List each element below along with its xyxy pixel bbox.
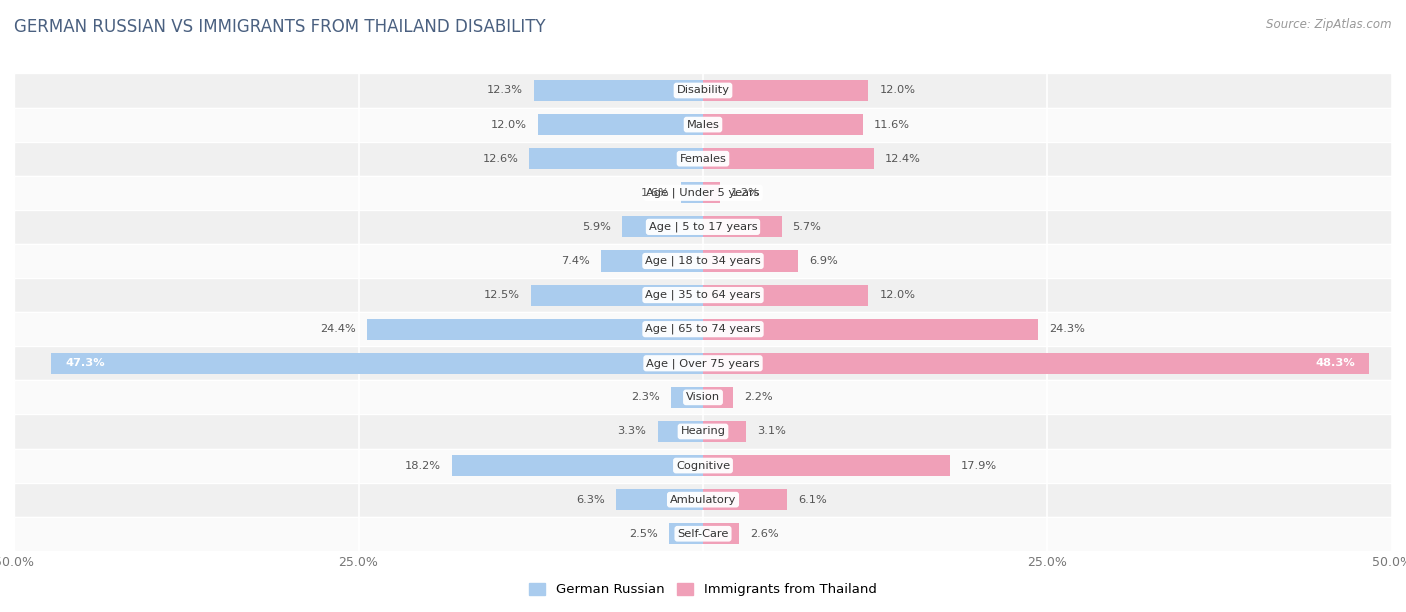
Text: 2.6%: 2.6% bbox=[749, 529, 779, 539]
Bar bbox=[14, 108, 1392, 141]
Bar bbox=[14, 414, 1392, 449]
Bar bbox=[14, 449, 1392, 483]
Bar bbox=[703, 455, 949, 476]
Bar bbox=[616, 489, 703, 510]
Text: 5.9%: 5.9% bbox=[582, 222, 610, 232]
Bar bbox=[703, 353, 1368, 374]
Text: 12.3%: 12.3% bbox=[486, 86, 523, 95]
Bar bbox=[14, 141, 1392, 176]
Text: 24.4%: 24.4% bbox=[321, 324, 356, 334]
Text: 18.2%: 18.2% bbox=[405, 461, 441, 471]
Bar bbox=[530, 148, 703, 170]
Bar bbox=[681, 182, 703, 203]
Text: 47.3%: 47.3% bbox=[65, 358, 104, 368]
Text: 3.3%: 3.3% bbox=[617, 427, 647, 436]
Bar bbox=[669, 523, 703, 544]
Bar bbox=[703, 421, 745, 442]
Text: Disability: Disability bbox=[676, 86, 730, 95]
Bar bbox=[703, 216, 782, 237]
Legend: German Russian, Immigrants from Thailand: German Russian, Immigrants from Thailand bbox=[524, 578, 882, 602]
Text: 2.3%: 2.3% bbox=[631, 392, 661, 402]
Bar bbox=[703, 114, 863, 135]
Bar bbox=[531, 285, 703, 305]
Bar bbox=[600, 250, 703, 272]
Bar bbox=[14, 380, 1392, 414]
Text: 24.3%: 24.3% bbox=[1049, 324, 1084, 334]
Text: 3.1%: 3.1% bbox=[756, 427, 786, 436]
Bar bbox=[703, 182, 720, 203]
Bar bbox=[51, 353, 703, 374]
Text: Vision: Vision bbox=[686, 392, 720, 402]
Text: 12.6%: 12.6% bbox=[482, 154, 519, 163]
Bar bbox=[703, 319, 1038, 340]
Text: 12.0%: 12.0% bbox=[879, 290, 915, 300]
Bar bbox=[703, 523, 738, 544]
Text: Cognitive: Cognitive bbox=[676, 461, 730, 471]
Text: 17.9%: 17.9% bbox=[960, 461, 997, 471]
Bar bbox=[703, 80, 869, 101]
Bar bbox=[703, 148, 875, 170]
Text: 11.6%: 11.6% bbox=[875, 119, 910, 130]
Text: 7.4%: 7.4% bbox=[561, 256, 591, 266]
Bar bbox=[367, 319, 703, 340]
Bar bbox=[14, 346, 1392, 380]
Bar bbox=[453, 455, 703, 476]
Bar bbox=[533, 80, 703, 101]
Text: 2.5%: 2.5% bbox=[628, 529, 658, 539]
Bar bbox=[14, 176, 1392, 210]
Text: Age | 18 to 34 years: Age | 18 to 34 years bbox=[645, 256, 761, 266]
Text: 5.7%: 5.7% bbox=[793, 222, 821, 232]
Bar bbox=[14, 312, 1392, 346]
Text: Self-Care: Self-Care bbox=[678, 529, 728, 539]
Bar bbox=[14, 244, 1392, 278]
Bar bbox=[658, 421, 703, 442]
Bar bbox=[703, 250, 799, 272]
Text: 1.2%: 1.2% bbox=[731, 188, 759, 198]
Text: 12.5%: 12.5% bbox=[484, 290, 520, 300]
Bar bbox=[14, 73, 1392, 108]
Text: 12.0%: 12.0% bbox=[491, 119, 527, 130]
Text: GERMAN RUSSIAN VS IMMIGRANTS FROM THAILAND DISABILITY: GERMAN RUSSIAN VS IMMIGRANTS FROM THAILA… bbox=[14, 18, 546, 36]
Bar bbox=[703, 387, 734, 408]
Text: Females: Females bbox=[679, 154, 727, 163]
Text: Males: Males bbox=[686, 119, 720, 130]
Text: 6.3%: 6.3% bbox=[576, 494, 605, 505]
Text: Ambulatory: Ambulatory bbox=[669, 494, 737, 505]
Text: 12.4%: 12.4% bbox=[884, 154, 921, 163]
Text: Age | Over 75 years: Age | Over 75 years bbox=[647, 358, 759, 368]
Text: Age | 65 to 74 years: Age | 65 to 74 years bbox=[645, 324, 761, 334]
Text: 6.1%: 6.1% bbox=[799, 494, 827, 505]
Text: 1.6%: 1.6% bbox=[641, 188, 669, 198]
Bar bbox=[14, 483, 1392, 517]
Text: 12.0%: 12.0% bbox=[879, 86, 915, 95]
Bar bbox=[703, 285, 869, 305]
Bar bbox=[671, 387, 703, 408]
Bar bbox=[703, 489, 787, 510]
Text: Source: ZipAtlas.com: Source: ZipAtlas.com bbox=[1267, 18, 1392, 31]
Text: 2.2%: 2.2% bbox=[744, 392, 773, 402]
Text: 48.3%: 48.3% bbox=[1315, 358, 1355, 368]
Bar bbox=[14, 517, 1392, 551]
Text: Hearing: Hearing bbox=[681, 427, 725, 436]
Text: Age | 35 to 64 years: Age | 35 to 64 years bbox=[645, 290, 761, 300]
Bar bbox=[14, 210, 1392, 244]
Bar bbox=[621, 216, 703, 237]
Bar bbox=[537, 114, 703, 135]
Text: Age | 5 to 17 years: Age | 5 to 17 years bbox=[648, 222, 758, 232]
Text: 6.9%: 6.9% bbox=[808, 256, 838, 266]
Bar bbox=[14, 278, 1392, 312]
Text: Age | Under 5 years: Age | Under 5 years bbox=[647, 187, 759, 198]
